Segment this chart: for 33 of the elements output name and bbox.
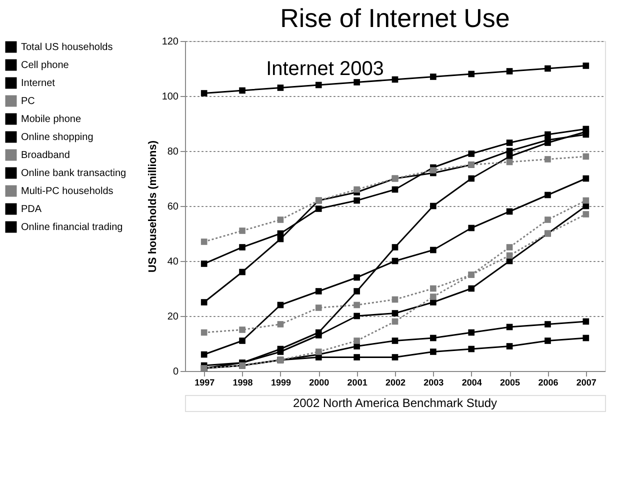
y-tick-label: 120 [162,36,179,48]
legend-label: PDA [21,204,42,215]
y-tick-label: 80 [167,146,179,158]
legend-label: Total US households [21,42,113,53]
legend-label: Broadband [21,150,70,161]
x-tick-label: 2007 [576,378,596,388]
legend-label: Online bank transacting [21,168,126,179]
legend-label: PC [21,96,35,107]
legend-label: Online financial trading [21,222,123,233]
legend-label: Cell phone [21,60,70,71]
y-tick-label: 20 [167,312,179,322]
x-tick-label: 2006 [538,378,558,388]
x-tick-label: 2003 [424,378,444,388]
legend-label: Mobile phone [21,114,82,125]
legend-label: Multi-PC households [21,186,114,197]
chart-title: Rise of Internet Use [280,3,510,33]
y-tick-label: 100 [162,92,179,102]
x-tick-label: 2001 [347,378,368,388]
x-tick-label: 2002 [385,378,406,388]
x-tick-label: 2000 [309,378,330,388]
text: 2002 North America Benchmark Study [292,396,498,410]
x-tick-label: 2004 [462,378,482,388]
y-tick-label: 60 [167,202,179,212]
annotation: Internet 2003 [266,58,384,80]
x-tick-label: 1999 [270,378,291,388]
y-tick-label: 40 [167,256,179,268]
x-tick-label: 1998 [232,378,253,388]
x-tick-label: 1997 [194,378,215,388]
x-tick-label: 2005 [500,378,520,388]
legend-label: Online shopping [21,132,94,143]
y-tick-label: 0 [172,366,179,378]
legend-label: Internet [21,78,56,89]
y-axis-title: US households (millions) [146,140,159,273]
